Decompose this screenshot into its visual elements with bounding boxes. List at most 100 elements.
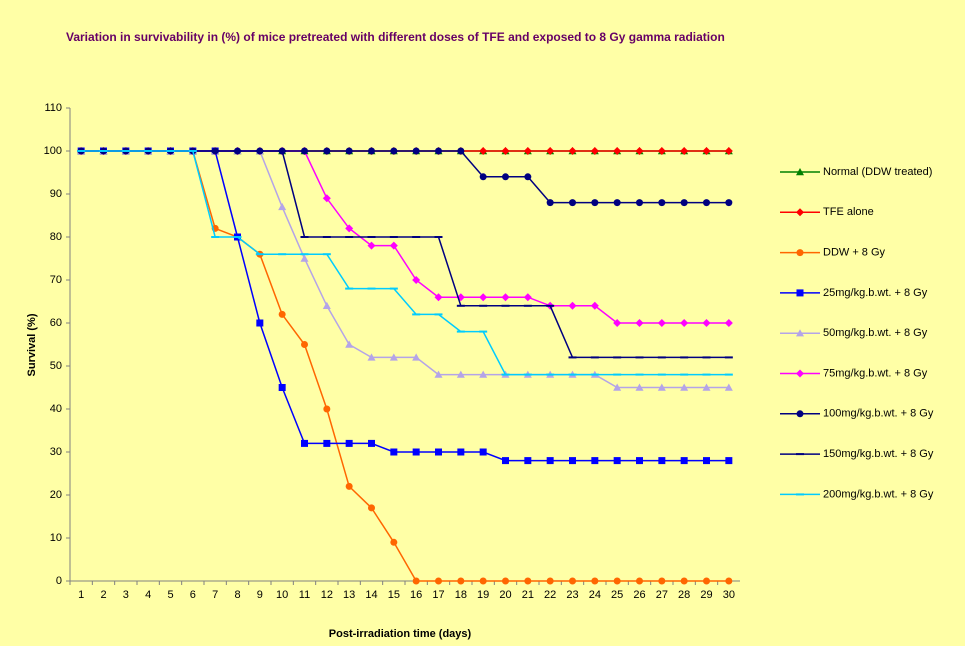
- x-tick-label: 12: [321, 589, 333, 601]
- data-point: [389, 236, 398, 238]
- data-point: [524, 457, 532, 465]
- data-point: [211, 236, 220, 238]
- data-point: [322, 253, 331, 256]
- x-tick-label: 14: [365, 589, 377, 601]
- x-tick-label: 13: [343, 589, 355, 601]
- data-point: [524, 173, 532, 181]
- data-point: [301, 147, 308, 155]
- data-point: [568, 147, 577, 155]
- data-point: [590, 373, 599, 376]
- data-point: [591, 577, 599, 585]
- data-point: [301, 439, 308, 447]
- data-point: [412, 353, 421, 361]
- data-point: [412, 448, 420, 456]
- data-point: [479, 293, 488, 302]
- data-point: [502, 577, 509, 585]
- x-tick-label: 3: [123, 589, 129, 601]
- data-point: [434, 293, 443, 302]
- legend-swatch: [796, 453, 804, 456]
- data-point: [657, 383, 666, 391]
- data-point: [211, 150, 220, 152]
- data-point: [725, 577, 733, 585]
- data-point: [278, 310, 286, 318]
- data-point: [523, 373, 532, 376]
- data-point: [479, 448, 487, 456]
- data-point: [523, 293, 532, 302]
- x-tick-label: 9: [257, 589, 263, 601]
- data-point: [613, 147, 622, 155]
- data-point: [389, 287, 398, 290]
- data-point: [501, 293, 510, 302]
- x-tick-label: 18: [455, 589, 467, 601]
- legend-swatch: [796, 369, 804, 378]
- data-point: [702, 373, 711, 376]
- data-point: [501, 147, 510, 155]
- data-point: [591, 199, 599, 207]
- data-point: [367, 287, 376, 290]
- legend-label: Normal (DDW treated): [823, 166, 932, 178]
- data-point: [278, 384, 286, 391]
- data-point: [457, 577, 465, 585]
- data-point: [323, 405, 331, 413]
- data-point: [568, 356, 577, 359]
- legend-swatch: [796, 289, 804, 297]
- data-point: [546, 577, 554, 585]
- legend-label: 75mg/kg.b.wt. + 8 Gy: [823, 367, 928, 379]
- data-point: [323, 439, 331, 447]
- x-tick-label: 23: [566, 589, 578, 601]
- y-tick-label: 30: [50, 446, 62, 458]
- data-point: [680, 147, 689, 155]
- data-point: [613, 457, 621, 465]
- data-point: [546, 457, 554, 465]
- data-point: [434, 313, 443, 316]
- series-line: [81, 150, 729, 582]
- y-tick-label: 90: [50, 188, 62, 200]
- data-point: [278, 150, 287, 152]
- data-point: [590, 147, 599, 155]
- data-point: [368, 504, 375, 512]
- data-point: [77, 150, 86, 152]
- data-point: [657, 147, 666, 155]
- legend-swatch: [796, 410, 804, 418]
- y-tick-label: 20: [50, 489, 62, 501]
- data-point: [613, 199, 621, 207]
- data-point: [368, 147, 375, 155]
- data-point: [188, 150, 197, 152]
- legend-swatch: [796, 208, 804, 217]
- data-point: [390, 147, 398, 155]
- data-point: [724, 356, 733, 359]
- data-point: [703, 577, 710, 585]
- x-tick-label: 8: [234, 589, 240, 601]
- data-point: [590, 356, 599, 359]
- legend-label: DDW + 8 Gy: [823, 247, 886, 259]
- data-point: [345, 340, 354, 348]
- data-point: [255, 253, 264, 256]
- y-tick-label: 80: [50, 231, 62, 243]
- legend-swatch: [796, 329, 804, 337]
- data-point: [724, 383, 733, 391]
- data-point: [658, 577, 666, 585]
- data-point: [255, 150, 264, 152]
- data-point: [435, 448, 442, 456]
- data-point: [502, 173, 509, 181]
- legend-label: 50mg/kg.b.wt. + 8 Gy: [823, 327, 928, 339]
- data-point: [501, 373, 510, 376]
- data-point: [680, 457, 688, 465]
- data-point: [569, 199, 576, 207]
- data-point: [524, 577, 532, 585]
- series-line: [81, 150, 729, 462]
- x-tick-label: 17: [432, 589, 444, 601]
- data-point: [412, 147, 420, 155]
- legend-label: TFE alone: [823, 206, 874, 218]
- data-point: [389, 353, 398, 361]
- data-point: [590, 301, 599, 310]
- data-point: [166, 150, 175, 152]
- data-point: [479, 173, 487, 181]
- data-point: [613, 319, 622, 327]
- data-point: [479, 147, 488, 155]
- data-point: [456, 304, 465, 307]
- data-point: [680, 577, 688, 585]
- data-point: [724, 373, 733, 376]
- data-point: [635, 373, 644, 376]
